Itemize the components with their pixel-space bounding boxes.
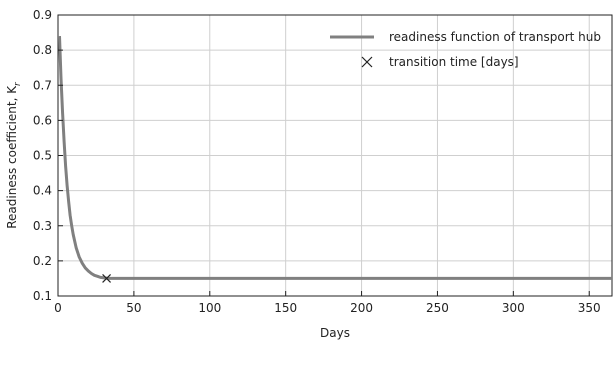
y-tick-label: 0.2 xyxy=(33,254,52,268)
cross-stroke xyxy=(361,56,373,68)
x-axis-title: Days xyxy=(320,326,350,340)
grid xyxy=(58,15,612,296)
y-tick-label: 0.7 xyxy=(33,78,52,92)
x-tick-label: 50 xyxy=(126,301,141,315)
x-tick-label: 150 xyxy=(274,301,297,315)
y-tick-label: 0.4 xyxy=(33,184,52,198)
transition-marker xyxy=(102,274,111,283)
y-tick-label: 0.1 xyxy=(33,289,52,303)
y-axis-title: Readiness coefficient, Kr xyxy=(5,81,23,229)
x-tick-label: 250 xyxy=(426,301,449,315)
x-axis-ticks: 0 50 100 150 200 250 300 350 xyxy=(54,291,601,315)
y-tick-label: 0.8 xyxy=(33,43,52,57)
legend: readiness function of transport hub tran… xyxy=(330,30,601,69)
legend-series-label: readiness function of transport hub xyxy=(389,30,601,44)
x-tick-label: 350 xyxy=(578,301,601,315)
marker-layer xyxy=(102,274,111,283)
y-axis-title-main: Readiness coefficient, K xyxy=(5,85,19,229)
x-tick-label: 200 xyxy=(350,301,373,315)
y-tick-label: 0.5 xyxy=(33,149,52,163)
legend-cross-marker-icon xyxy=(361,56,373,68)
y-tick-label: 0.9 xyxy=(33,8,52,22)
x-tick-label: 0 xyxy=(54,301,62,315)
y-tick-label: 0.3 xyxy=(33,219,52,233)
y-axis-title-subscript: r xyxy=(13,81,23,86)
series-line xyxy=(58,36,612,280)
legend-cross-icon xyxy=(361,56,373,68)
legend-marker-label: transition time [days] xyxy=(389,55,519,69)
series-layer xyxy=(58,36,612,280)
cross-stroke xyxy=(102,274,111,283)
y-tick-label: 0.6 xyxy=(33,113,52,127)
x-tick-label: 300 xyxy=(502,301,525,315)
x-tick-label: 100 xyxy=(198,301,221,315)
y-axis-ticks: 0.1 0.2 0.3 0.4 0.5 0.6 0.7 0.8 0.9 xyxy=(33,8,63,303)
